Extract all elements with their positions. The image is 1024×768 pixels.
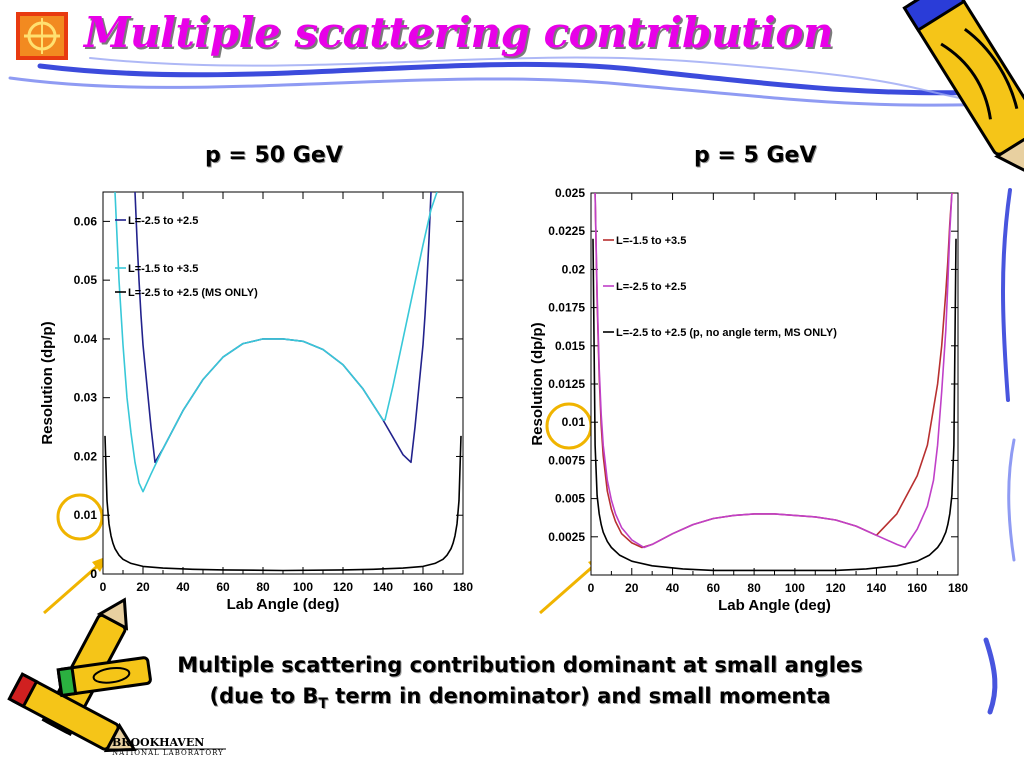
legend-label-3: L=-2.5 to +2.5 (MS ONLY)	[128, 287, 258, 299]
x-tick-label: 80	[747, 581, 761, 595]
x-tick-label: 60	[216, 580, 230, 594]
y-tick-label-zero: 0	[90, 567, 97, 581]
plot-frame	[590, 192, 959, 576]
y-axis-label: Resolution (dp/p)	[39, 321, 56, 444]
series-group	[104, 192, 462, 572]
x-tick-label: 140	[866, 581, 886, 595]
y-tick-label: 0	[90, 567, 97, 581]
x-axis-label: Lab Angle (deg)	[227, 596, 340, 613]
y-tick-label: 0.01	[562, 415, 586, 429]
chart-title-left: p = 50 GeV	[205, 143, 343, 168]
x-tick-label: 120	[826, 581, 846, 595]
y-tick-label: 0.005	[555, 492, 585, 506]
logo-subtext: NATIONAL LABORATORY	[112, 749, 224, 757]
right-swoosh	[983, 188, 1016, 715]
caption-part-b: term in denominator) and small momenta	[327, 684, 831, 708]
y-tick-label: 0.025	[555, 186, 585, 200]
pencil-top-right-icon	[902, 0, 1024, 183]
x-tick-label: 40	[666, 581, 680, 595]
legend-label-3: L=-2.5 to +2.5 (p, no angle term, MS ONL…	[616, 327, 837, 339]
y-tick-label: 0.0175	[548, 301, 585, 315]
caption-part-a: (due to B	[209, 684, 319, 708]
series-line-3	[104, 435, 462, 572]
legend-label-2: L=-2.5 to +2.5	[616, 281, 686, 293]
series-line-2	[594, 193, 953, 549]
caption-line-2: (due to BT term in denominator) and smal…	[100, 681, 940, 720]
top-swoosh	[8, 56, 1012, 107]
chart-right: 0 20 40 60 80 100 120 140 160 180 0.0025 0.005 0.007…	[529, 186, 968, 614]
x-tick-label: 120	[333, 580, 353, 594]
y-tick-label: 0.015	[555, 339, 585, 353]
x-tick-label: 0	[100, 580, 107, 594]
slide-caption: Multiple scattering contribution dominan…	[100, 650, 940, 720]
y-tick-label: 0.0025	[548, 530, 585, 544]
series-line-3	[592, 238, 957, 572]
y-tick-label: 0.04	[74, 332, 98, 346]
slide-title: Multiple scattering contribution	[84, 8, 833, 57]
y-axis-label: Resolution (dp/p)	[529, 322, 546, 445]
x-tick-label: 160	[413, 580, 433, 594]
series-line-2	[114, 192, 438, 493]
caption-line-1: Multiple scattering contribution dominan…	[177, 653, 863, 677]
chart-title-right: p = 5 GeV	[694, 143, 817, 168]
legend-label-2: L=-1.5 to +3.5	[128, 263, 198, 275]
chart-left: 0 20 40 60 80 100 120 140 160 180 0 0.01 0.02 0.03 0.0…	[39, 191, 473, 613]
plot-frame	[102, 191, 464, 575]
y-tick-label: 0.0125	[548, 377, 585, 391]
y-tick-label: 0.05	[74, 273, 98, 287]
x-tick-label: 100	[293, 580, 313, 594]
x-tick-label: 180	[948, 581, 968, 595]
x-axis-label: Lab Angle (deg)	[718, 597, 831, 614]
series-group	[592, 193, 957, 572]
x-tick-label: 60	[707, 581, 721, 595]
x-tick-label: 40	[176, 580, 190, 594]
x-tick-label: 140	[373, 580, 393, 594]
x-tick-label: 100	[785, 581, 805, 595]
x-tick-label: 20	[625, 581, 639, 595]
caption-subscript: T	[318, 696, 328, 713]
y-tick-label: 0.03	[74, 391, 98, 405]
y-tick-label: 0.02	[74, 449, 98, 463]
y-tick-label: 0.0075	[548, 453, 585, 467]
x-tick-label: 0	[588, 581, 595, 595]
x-tick-label: 80	[256, 580, 270, 594]
y-tick-label: 0.06	[74, 214, 98, 228]
experiment-logo-icon	[16, 12, 68, 60]
x-tick-label: 160	[907, 581, 927, 595]
highlight-circle-left	[56, 493, 104, 541]
brookhaven-logo-icon	[108, 748, 226, 750]
y-tick-label: 0.02	[562, 262, 586, 276]
legend-label-1: L=-1.5 to +3.5	[616, 235, 686, 247]
x-tick-label: 180	[453, 580, 473, 594]
logo-name: BROOKHAVEN	[112, 736, 205, 749]
y-tick-label: 0.0225	[548, 224, 585, 238]
legend-label-1: L=-2.5 to +2.5	[128, 215, 198, 227]
y-tick-label: 0.01	[74, 508, 98, 522]
x-tick-label: 20	[136, 580, 150, 594]
pencils-bottom-left-icon	[7, 597, 152, 753]
